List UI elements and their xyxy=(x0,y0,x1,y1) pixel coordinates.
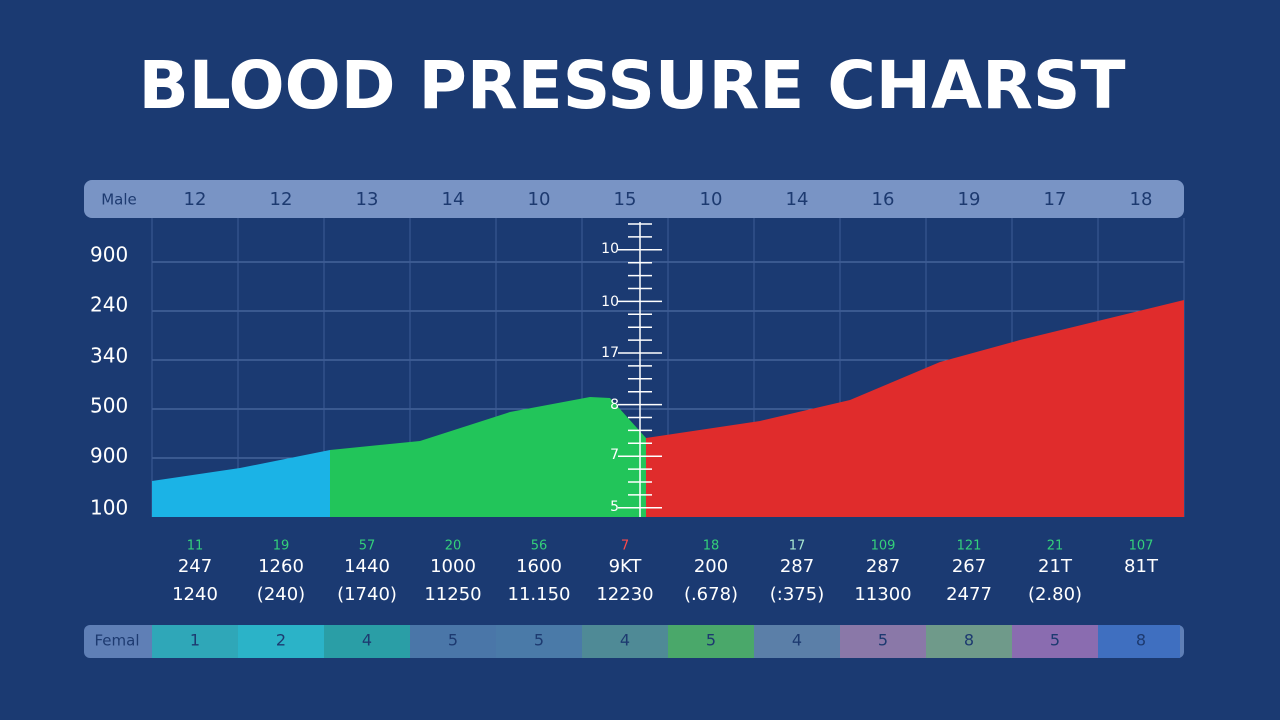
row-cell: (:375) xyxy=(770,584,824,605)
row-cell: (.678) xyxy=(684,584,738,605)
row-cell: 267 xyxy=(952,556,986,577)
row-cell: 2477 xyxy=(946,584,992,605)
row-cell: 1240 xyxy=(172,584,218,605)
footer-cell: 4 xyxy=(792,631,802,650)
footer-cell: 8 xyxy=(1136,631,1146,650)
row-cell: 200 xyxy=(694,556,728,577)
footer-cell: 4 xyxy=(362,631,372,650)
header-cell: 19 xyxy=(958,189,981,210)
footer-cell-bg xyxy=(410,625,496,658)
green-area xyxy=(330,397,646,517)
blue-area xyxy=(152,450,330,517)
footer-cell: 1 xyxy=(190,631,200,650)
header-bar xyxy=(84,180,1184,218)
ruler-label: 5 xyxy=(610,499,619,515)
row-cell: 12230 xyxy=(596,584,653,605)
header-cell: 18 xyxy=(1130,189,1153,210)
header-cell: 12 xyxy=(270,189,293,210)
y-label: 900 xyxy=(90,444,128,468)
header-cell: 16 xyxy=(872,189,895,210)
y-label: 240 xyxy=(90,293,128,317)
ruler-label: 10 xyxy=(601,294,619,310)
footer-cell-bg xyxy=(926,625,1012,658)
ruler-label: 8 xyxy=(610,397,619,413)
row-cell: 1260 xyxy=(258,556,304,577)
footer-cell: 5 xyxy=(534,631,544,650)
footer-cell: 5 xyxy=(1050,631,1060,650)
row-cell: 21 xyxy=(1047,539,1064,554)
footer-cell: 5 xyxy=(878,631,888,650)
y-label: 900 xyxy=(90,243,128,267)
header-cell: 15 xyxy=(614,189,637,210)
y-label: 100 xyxy=(90,496,128,520)
footer-cell-bg xyxy=(754,625,840,658)
row-cell: 7 xyxy=(621,539,629,554)
ruler-label: 17 xyxy=(601,345,619,361)
row-cell: 11250 xyxy=(424,584,481,605)
row-cell: 11300 xyxy=(854,584,911,605)
row-cell: 287 xyxy=(780,556,814,577)
footer-cell: 8 xyxy=(964,631,974,650)
footer-cell-bg xyxy=(668,625,754,658)
header-label: Male xyxy=(101,191,137,209)
footer-cell: 5 xyxy=(706,631,716,650)
footer-label: Femal xyxy=(94,632,139,650)
footer-cell-bg xyxy=(1098,625,1180,658)
ruler-label: 10 xyxy=(601,241,619,257)
row-cell: 56 xyxy=(531,539,548,554)
footer-cell: 4 xyxy=(620,631,630,650)
row-cell: 11.150 xyxy=(508,584,571,605)
row-cell: 21T xyxy=(1038,556,1073,577)
red-area xyxy=(646,300,1184,517)
ruler-label: 7 xyxy=(610,447,619,463)
y-label: 340 xyxy=(90,344,128,368)
footer-cell-bg xyxy=(496,625,582,658)
row-cell: 121 xyxy=(957,539,982,554)
row-cell: 17 xyxy=(789,539,806,554)
content: Male 12 12 13 14 10 15 10 14 16 19 17 18900240340500… xyxy=(90,189,1180,658)
footer-cell-bg xyxy=(1012,625,1098,658)
row-cell: 57 xyxy=(359,539,376,554)
row-cell: 18 xyxy=(703,539,720,554)
footer-cell-bg xyxy=(324,625,410,658)
row-cell: 107 xyxy=(1129,539,1154,554)
footer-cell: 2 xyxy=(276,631,286,650)
row-cell: 11 xyxy=(187,539,204,554)
row-cell: 247 xyxy=(178,556,212,577)
header-cell: 10 xyxy=(528,189,551,210)
row-cell: 19 xyxy=(273,539,290,554)
footer-cell: 5 xyxy=(448,631,458,650)
footer-cell-bg xyxy=(152,625,238,658)
row-cell: 20 xyxy=(445,539,462,554)
row-cell: (1740) xyxy=(337,584,397,605)
header-cell: 10 xyxy=(700,189,723,210)
row-cell: (240) xyxy=(257,584,305,605)
y-label: 500 xyxy=(90,394,128,418)
header-cell: 12 xyxy=(184,189,207,210)
row-cell: 1000 xyxy=(430,556,476,577)
row-cell: 1600 xyxy=(516,556,562,577)
row-cell: (2.80) xyxy=(1028,584,1082,605)
row-cell: 109 xyxy=(871,539,896,554)
footer-cell-bg xyxy=(238,625,324,658)
row-cell: 81T xyxy=(1124,556,1159,577)
header-cell: 14 xyxy=(786,189,809,210)
row-cell: 287 xyxy=(866,556,900,577)
footer-cell-bg xyxy=(840,625,926,658)
row-cell: 9KT xyxy=(609,556,643,577)
header-cell: 17 xyxy=(1044,189,1067,210)
row-cell: 1440 xyxy=(344,556,390,577)
header-cell: 13 xyxy=(356,189,379,210)
title: BLOOD PRESSURE CHARST xyxy=(139,47,1126,124)
header-cell: 14 xyxy=(442,189,465,210)
footer-cell-bg xyxy=(582,625,668,658)
